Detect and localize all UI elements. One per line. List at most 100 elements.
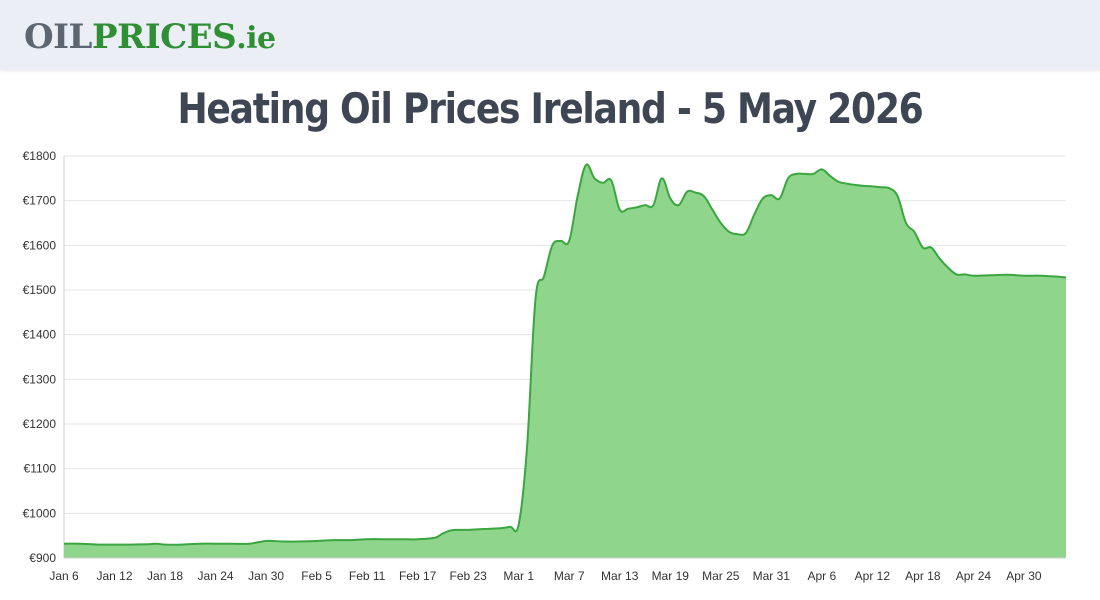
data-point xyxy=(913,231,915,233)
data-point xyxy=(896,195,898,197)
logo-tld-text: .ie xyxy=(236,21,276,56)
data-point xyxy=(282,540,284,542)
data-point xyxy=(736,233,738,235)
data-point xyxy=(880,186,882,188)
x-tick-label: Feb 11 xyxy=(349,569,386,583)
y-tick-label: €1400 xyxy=(23,328,57,342)
series-line xyxy=(63,163,1067,546)
data-point xyxy=(97,543,99,545)
data-point xyxy=(939,258,941,260)
site-logo[interactable]: OILPRICES.ie xyxy=(24,17,276,59)
data-point xyxy=(509,526,511,528)
x-tick-label: Apr 24 xyxy=(956,569,992,583)
y-tick-label: €1600 xyxy=(23,238,57,252)
data-point xyxy=(602,182,604,184)
data-point xyxy=(113,543,115,545)
data-point xyxy=(854,184,856,186)
data-point xyxy=(585,164,587,166)
data-point xyxy=(265,540,267,542)
data-point xyxy=(829,175,831,177)
data-point xyxy=(518,523,520,525)
data-point xyxy=(593,177,595,179)
y-tick-label: €1800 xyxy=(23,149,57,163)
data-point xyxy=(635,206,637,208)
data-point xyxy=(349,539,351,541)
data-point xyxy=(155,543,157,545)
data-point xyxy=(686,191,688,193)
data-point xyxy=(930,246,932,248)
data-point xyxy=(80,543,82,545)
y-tick-label: €1700 xyxy=(23,194,57,208)
logo-oil-text: OIL xyxy=(24,17,92,57)
data-point xyxy=(551,244,553,246)
data-point xyxy=(1023,275,1025,277)
data-point xyxy=(770,194,772,196)
data-point xyxy=(467,529,469,531)
data-point xyxy=(1065,276,1067,278)
data-point xyxy=(450,529,452,531)
data-point xyxy=(888,187,890,189)
data-point xyxy=(694,191,696,193)
y-tick-label: €1500 xyxy=(23,283,57,297)
data-point xyxy=(846,183,848,185)
x-tick-label: Jan 12 xyxy=(97,569,133,583)
x-tick-label: Jan 24 xyxy=(198,569,234,583)
data-point xyxy=(964,273,966,275)
data-point xyxy=(922,246,924,248)
data-point xyxy=(610,179,612,181)
x-tick-label: Apr 30 xyxy=(1006,569,1042,583)
data-point xyxy=(459,529,461,531)
data-point xyxy=(661,177,663,179)
y-tick-label: €1100 xyxy=(24,462,57,476)
x-tick-label: Mar 13 xyxy=(601,569,639,583)
x-tick-label: Mar 25 xyxy=(702,569,740,583)
y-tick-label: €1300 xyxy=(23,372,57,386)
x-tick-label: Mar 19 xyxy=(652,569,690,583)
data-point xyxy=(678,204,680,206)
data-point xyxy=(804,173,806,175)
data-point xyxy=(231,543,233,545)
data-point xyxy=(627,208,629,210)
price-chart: €900 €1000 €1100 €1200 €1300 €1400 €1500 €1600 €… xyxy=(23,149,1067,583)
data-point xyxy=(568,240,570,242)
series-area xyxy=(64,164,1066,558)
y-tick-label: €900 xyxy=(29,551,56,565)
data-point xyxy=(838,181,840,183)
x-tick-label: Apr 12 xyxy=(855,569,891,583)
data-point xyxy=(821,168,823,170)
x-tick-label: Mar 31 xyxy=(753,569,791,583)
data-point xyxy=(762,197,764,199)
data-point xyxy=(400,538,402,540)
data-point xyxy=(299,540,301,542)
data-point xyxy=(745,232,747,234)
data-point xyxy=(989,274,991,276)
data-point xyxy=(972,275,974,277)
data-point xyxy=(416,538,418,540)
x-tick-label: Apr 6 xyxy=(807,569,836,583)
data-point xyxy=(560,240,562,242)
data-point xyxy=(947,267,949,269)
logo-prices-text: PRICES xyxy=(91,17,237,57)
data-point xyxy=(181,543,183,545)
y-tick-label: €1200 xyxy=(23,417,57,431)
data-point xyxy=(501,527,503,529)
data-point xyxy=(871,185,873,187)
data-point xyxy=(198,543,200,545)
data-point xyxy=(366,538,368,540)
x-tick-label: Apr 18 xyxy=(905,569,941,583)
data-point xyxy=(147,543,149,545)
data-point xyxy=(1006,274,1008,276)
data-point xyxy=(905,222,907,224)
x-tick-label: Feb 23 xyxy=(449,569,487,583)
data-point xyxy=(130,543,132,545)
data-point xyxy=(576,195,578,197)
data-point xyxy=(526,445,528,447)
data-point xyxy=(720,222,722,224)
data-point xyxy=(383,538,385,540)
x-tick-label: Jan 6 xyxy=(49,569,79,583)
x-tick-label: Mar 1 xyxy=(503,569,534,583)
data-point xyxy=(433,537,435,539)
x-tick-label: Feb 5 xyxy=(301,569,332,583)
page-title: Heating Oil Prices Ireland - 5 May 2026 xyxy=(177,84,923,133)
data-point xyxy=(753,213,755,215)
